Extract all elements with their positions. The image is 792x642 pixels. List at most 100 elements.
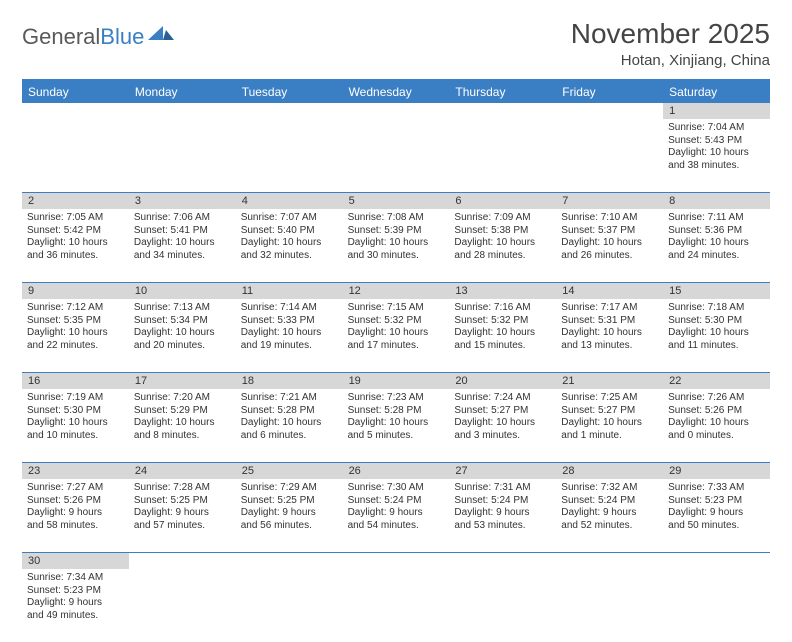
daylight-text-1: Daylight: 10 hours <box>241 417 338 430</box>
week-row: Sunrise: 7:19 AMSunset: 5:30 PMDaylight:… <box>22 389 770 462</box>
day-number <box>129 103 236 119</box>
day-number: 4 <box>236 193 343 209</box>
sunset-text: Sunset: 5:24 PM <box>454 495 551 508</box>
sunrise-text: Sunrise: 7:27 AM <box>27 482 124 495</box>
daylight-text-2: and 50 minutes. <box>668 520 765 533</box>
daylight-text-1: Daylight: 10 hours <box>241 327 338 340</box>
sunset-text: Sunset: 5:33 PM <box>241 315 338 328</box>
sunrise-text: Sunrise: 7:33 AM <box>668 482 765 495</box>
day-number: 12 <box>343 283 450 299</box>
day-number: 2 <box>22 193 129 209</box>
weekday-thursday: Thursday <box>449 81 556 103</box>
header: GeneralBlue November 2025 Hotan, Xinjian… <box>22 18 770 73</box>
daylight-text-2: and 32 minutes. <box>241 250 338 263</box>
day-number: 20 <box>449 373 556 389</box>
week-row: Sunrise: 7:05 AMSunset: 5:42 PMDaylight:… <box>22 209 770 282</box>
daylight-text-1: Daylight: 9 hours <box>27 507 124 520</box>
weekday-monday: Monday <box>129 81 236 103</box>
day-cell <box>22 119 129 192</box>
day-cell: Sunrise: 7:31 AMSunset: 5:24 PMDaylight:… <box>449 479 556 552</box>
daynum-row: 2345678 <box>22 193 770 209</box>
sunset-text: Sunset: 5:30 PM <box>27 405 124 418</box>
daynum-row: 16171819202122 <box>22 373 770 389</box>
day-cell <box>236 569 343 642</box>
logo-text-blue: Blue <box>100 24 144 50</box>
sunset-text: Sunset: 5:25 PM <box>134 495 231 508</box>
day-number: 3 <box>129 193 236 209</box>
day-number: 13 <box>449 283 556 299</box>
day-number: 25 <box>236 463 343 479</box>
day-number <box>343 103 450 119</box>
sunrise-text: Sunrise: 7:31 AM <box>454 482 551 495</box>
daylight-text-2: and 28 minutes. <box>454 250 551 263</box>
day-number: 8 <box>663 193 770 209</box>
daylight-text-2: and 11 minutes. <box>668 340 765 353</box>
day-number <box>236 103 343 119</box>
sunrise-text: Sunrise: 7:09 AM <box>454 212 551 225</box>
day-cell: Sunrise: 7:26 AMSunset: 5:26 PMDaylight:… <box>663 389 770 462</box>
sunrise-text: Sunrise: 7:11 AM <box>668 212 765 225</box>
sunset-text: Sunset: 5:24 PM <box>348 495 445 508</box>
sunset-text: Sunset: 5:27 PM <box>454 405 551 418</box>
day-number: 29 <box>663 463 770 479</box>
day-number: 27 <box>449 463 556 479</box>
daylight-text-2: and 34 minutes. <box>134 250 231 263</box>
day-cell: Sunrise: 7:23 AMSunset: 5:28 PMDaylight:… <box>343 389 450 462</box>
day-number: 6 <box>449 193 556 209</box>
daylight-text-1: Daylight: 10 hours <box>134 417 231 430</box>
sunrise-text: Sunrise: 7:16 AM <box>454 302 551 315</box>
sunset-text: Sunset: 5:29 PM <box>134 405 231 418</box>
day-cell: Sunrise: 7:32 AMSunset: 5:24 PMDaylight:… <box>556 479 663 552</box>
daylight-text-2: and 8 minutes. <box>134 430 231 443</box>
sunset-text: Sunset: 5:31 PM <box>561 315 658 328</box>
sunrise-text: Sunrise: 7:12 AM <box>27 302 124 315</box>
sunset-text: Sunset: 5:27 PM <box>561 405 658 418</box>
day-number <box>449 553 556 569</box>
day-cell: Sunrise: 7:09 AMSunset: 5:38 PMDaylight:… <box>449 209 556 282</box>
daynum-row: 23242526272829 <box>22 463 770 479</box>
day-number: 23 <box>22 463 129 479</box>
day-number: 14 <box>556 283 663 299</box>
day-cell: Sunrise: 7:24 AMSunset: 5:27 PMDaylight:… <box>449 389 556 462</box>
daylight-text-1: Daylight: 10 hours <box>348 237 445 250</box>
day-number: 28 <box>556 463 663 479</box>
daylight-text-1: Daylight: 10 hours <box>134 327 231 340</box>
day-number <box>556 553 663 569</box>
daynum-row: 1 <box>22 103 770 119</box>
sunrise-text: Sunrise: 7:29 AM <box>241 482 338 495</box>
daylight-text-2: and 5 minutes. <box>348 430 445 443</box>
day-number: 22 <box>663 373 770 389</box>
sunset-text: Sunset: 5:24 PM <box>561 495 658 508</box>
daylight-text-1: Daylight: 10 hours <box>348 417 445 430</box>
day-number <box>343 553 450 569</box>
day-cell: Sunrise: 7:18 AMSunset: 5:30 PMDaylight:… <box>663 299 770 372</box>
daylight-text-1: Daylight: 10 hours <box>241 237 338 250</box>
day-cell: Sunrise: 7:28 AMSunset: 5:25 PMDaylight:… <box>129 479 236 552</box>
sunrise-text: Sunrise: 7:13 AM <box>134 302 231 315</box>
sunrise-text: Sunrise: 7:21 AM <box>241 392 338 405</box>
daylight-text-1: Daylight: 10 hours <box>561 417 658 430</box>
sunrise-text: Sunrise: 7:23 AM <box>348 392 445 405</box>
day-number: 16 <box>22 373 129 389</box>
week-row: Sunrise: 7:04 AMSunset: 5:43 PMDaylight:… <box>22 119 770 192</box>
day-number: 15 <box>663 283 770 299</box>
sunrise-text: Sunrise: 7:15 AM <box>348 302 445 315</box>
week-row: Sunrise: 7:34 AMSunset: 5:23 PMDaylight:… <box>22 569 770 642</box>
daylight-text-2: and 49 minutes. <box>27 610 124 623</box>
week-row: Sunrise: 7:12 AMSunset: 5:35 PM Daylight:… <box>22 299 770 372</box>
day-cell <box>129 569 236 642</box>
sunrise-text: Sunrise: 7:25 AM <box>561 392 658 405</box>
day-cell: Sunrise: 7:14 AMSunset: 5:33 PMDaylight:… <box>236 299 343 372</box>
daylight-text-1: Daylight: 9 hours <box>348 507 445 520</box>
sunset-text: Sunset: 5:35 PM <box>27 315 124 328</box>
day-number: 30 <box>22 553 129 569</box>
weekday-saturday: Saturday <box>663 81 770 103</box>
daylight-text-2: and 17 minutes. <box>348 340 445 353</box>
day-number: 7 <box>556 193 663 209</box>
day-cell: Sunrise: 7:06 AMSunset: 5:41 PMDaylight:… <box>129 209 236 282</box>
sunset-text: Sunset: 5:25 PM <box>241 495 338 508</box>
day-number: 5 <box>343 193 450 209</box>
sunset-text: Sunset: 5:32 PM <box>454 315 551 328</box>
weekday-sunday: Sunday <box>22 81 129 103</box>
daylight-text-2: and 26 minutes. <box>561 250 658 263</box>
